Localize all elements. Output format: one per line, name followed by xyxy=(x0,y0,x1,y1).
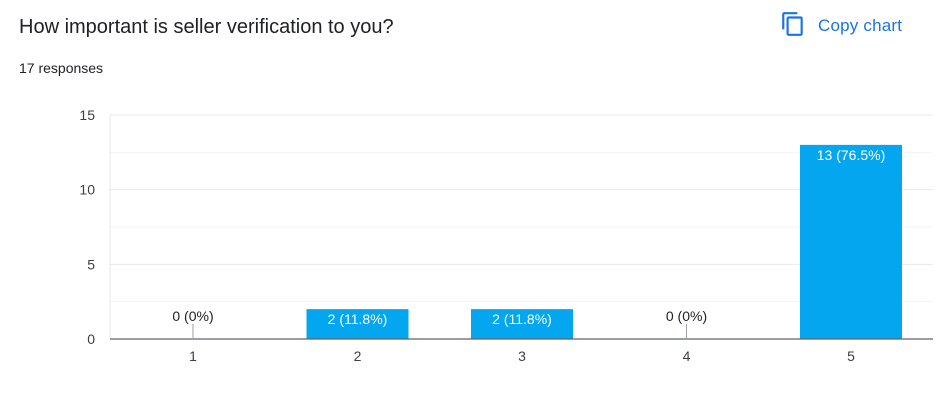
bar-2 xyxy=(306,309,409,339)
bar-3 xyxy=(471,309,573,339)
y-tick-label: 5 xyxy=(87,256,95,272)
x-tick-label: 2 xyxy=(354,348,362,364)
bars xyxy=(306,144,902,339)
x-tick-label: 4 xyxy=(683,348,691,364)
data-label: 2 (11.8%) xyxy=(328,311,388,327)
y-tick-label: 10 xyxy=(79,182,95,198)
grid-lines xyxy=(109,114,933,339)
axes: 0 5 10 15 1 2 3 4 5 xyxy=(79,107,933,364)
data-label: 2 (11.8%) xyxy=(492,311,552,327)
chart-header: How important is seller verification to … xyxy=(19,14,394,76)
data-labels: 0 (0%) 2 (11.8%) 2 (11.8%) 0 (0%) 13 (76.5%) xyxy=(172,147,885,339)
data-label: 13 (76.5%) xyxy=(817,147,885,163)
response-count: 17 responses xyxy=(19,60,104,76)
copy-chart-label: Copy chart xyxy=(818,16,903,35)
y-tick-label: 0 xyxy=(87,331,95,347)
y-tick-label: 15 xyxy=(79,107,95,123)
x-tick-label: 5 xyxy=(847,348,855,364)
chart-title: How important is seller verification to … xyxy=(19,16,394,38)
x-tick-label: 1 xyxy=(189,348,197,364)
copy-icon xyxy=(780,11,806,42)
x-tick-label: 3 xyxy=(518,348,526,364)
copy-chart-button[interactable]: Copy chart xyxy=(780,10,925,42)
data-label: 0 (0%) xyxy=(666,308,707,324)
data-label: 0 (0%) xyxy=(172,308,213,324)
bar-5 xyxy=(800,144,902,339)
